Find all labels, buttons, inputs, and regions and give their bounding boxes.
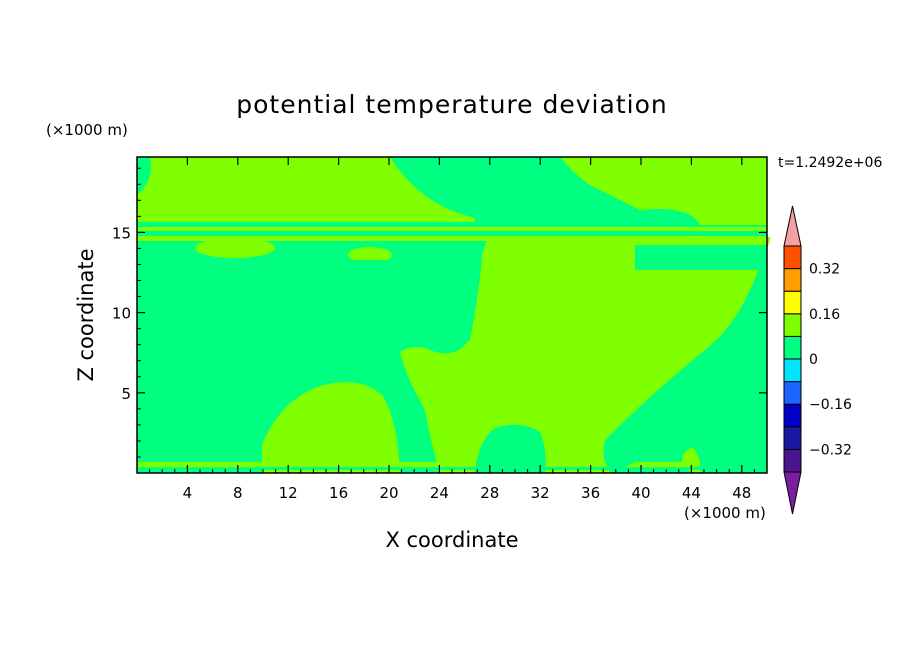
z-tick-label: 15 <box>112 224 131 242</box>
x-tick-label: 32 <box>531 484 550 502</box>
colorbar-under-triangle <box>783 471 802 515</box>
z-tick-label: 5 <box>121 385 131 403</box>
x-tick-label: 12 <box>279 484 298 502</box>
neutral-bottom-line <box>137 467 767 470</box>
colorbar-over-triangle <box>783 205 802 247</box>
x-tick-label: 16 <box>329 484 348 502</box>
colorbar-tick-label: −0.16 <box>809 397 852 413</box>
colorbar-segment <box>783 358 802 383</box>
colorbar-tick-label: 0.16 <box>809 307 840 323</box>
x-tick-label: 8 <box>233 484 243 502</box>
x-tick-label: 20 <box>379 484 398 502</box>
neutral-region-bottom-center <box>475 424 546 473</box>
positive-blob-4 <box>195 238 275 258</box>
neutral-region-right-lower <box>603 300 767 473</box>
z-axis: 5 10 15 <box>112 167 767 458</box>
colorbar: 0.32 0.16 0 −0.16 −0.32 <box>783 205 852 515</box>
y-axis-label: Z coordinate <box>74 248 98 381</box>
positive-bottom-strip <box>137 462 767 470</box>
neutral-region-left-middle <box>137 352 420 462</box>
chart-title: potential temperature deviation <box>236 90 667 119</box>
neutral-region-right-upper <box>635 245 767 270</box>
z-unit-label: (×1000 m) <box>46 121 128 139</box>
colorbar-segment <box>783 268 802 292</box>
x-tick-label: 44 <box>682 484 701 502</box>
x-tick-label: 28 <box>480 484 499 502</box>
neutral-region-central-column <box>395 157 560 215</box>
colorbar-segment <box>783 403 802 428</box>
x-tick-label: 4 <box>183 484 193 502</box>
colorbar-segment <box>783 381 802 405</box>
z-tick-label: 10 <box>112 305 131 323</box>
neutral-region-left-lower <box>137 260 482 352</box>
positive-region-central-plume <box>400 237 770 473</box>
x-unit-label: (×1000 m) <box>684 504 766 522</box>
positive-region-left-dome <box>262 382 400 473</box>
band-lower <box>137 236 767 241</box>
x-tick-label: 24 <box>430 484 449 502</box>
colorbar-segment <box>783 245 802 270</box>
positive-blob-3 <box>348 247 392 263</box>
positive-region-upper-left <box>137 157 475 222</box>
band-upper <box>137 227 767 231</box>
x-axis: 4 8 12 16 20 24 28 32 36 40 44 48 <box>149 157 755 502</box>
colorbar-tick-label: 0.32 <box>809 262 840 278</box>
x-tick-label: 36 <box>581 484 600 502</box>
colorbar-segment <box>783 313 802 337</box>
x-axis-label: X coordinate <box>385 528 518 552</box>
colorbar-segment <box>783 290 802 315</box>
colorbar-segment <box>783 426 802 450</box>
x-tick-label: 40 <box>631 484 650 502</box>
contour-field <box>136 156 770 474</box>
colorbar-segment <box>783 335 802 360</box>
x-tick-label: 48 <box>732 484 751 502</box>
positive-region-upper-right <box>560 157 767 225</box>
colorbar-tick-label: 0 <box>809 352 818 368</box>
neutral-regions <box>137 157 767 473</box>
time-label: t=1.2492e+06 <box>778 155 882 171</box>
colorbar-tick-label: −0.32 <box>809 442 852 458</box>
colorbar-segment <box>783 448 802 473</box>
